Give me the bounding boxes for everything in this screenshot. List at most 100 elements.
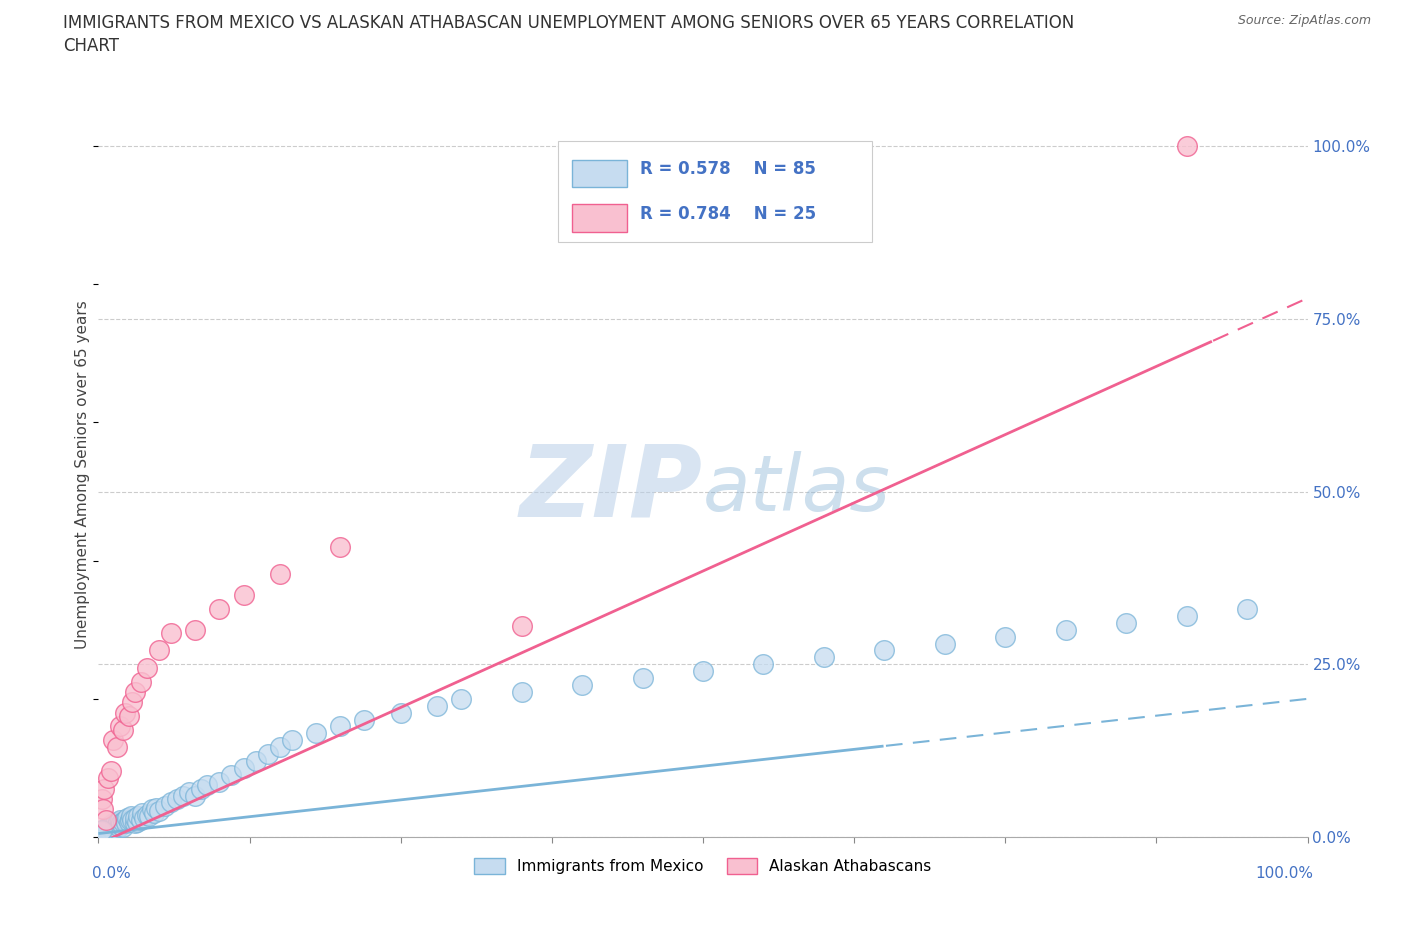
Point [631, 671, 654, 685]
Point [97, 824, 120, 839]
Point [90, 824, 112, 839]
Point [100, 764, 122, 778]
Point [91, 791, 114, 806]
Point [101, 733, 124, 748]
Point [111, 723, 134, 737]
Point [96, 823, 118, 838]
Point [172, 788, 194, 803]
Point [108, 812, 131, 827]
Point [426, 698, 449, 713]
Point [134, 810, 156, 825]
Point [110, 816, 132, 830]
Point [141, 802, 163, 817]
Point [127, 809, 149, 824]
Point [571, 678, 593, 693]
Point [108, 817, 131, 832]
Point [135, 807, 157, 822]
Point [96, 819, 118, 834]
Text: ZIP: ZIP [520, 440, 703, 538]
Point [97, 771, 120, 786]
Point [127, 815, 149, 830]
Point [813, 650, 835, 665]
Point [221, 767, 243, 782]
Point [232, 761, 254, 776]
Text: atlas: atlas [703, 451, 891, 526]
Point [994, 630, 1017, 644]
Text: CHART: CHART [63, 37, 120, 55]
Point [94, 812, 117, 827]
Point [166, 791, 188, 806]
Point [91, 823, 114, 838]
Point [121, 695, 143, 710]
Text: R = 0.784    N = 25: R = 0.784 N = 25 [640, 205, 817, 223]
Point [148, 804, 170, 818]
Point [104, 816, 127, 830]
Point [138, 809, 160, 824]
Point [179, 785, 201, 800]
Text: R = 0.578    N = 85: R = 0.578 N = 85 [640, 160, 815, 178]
Point [98, 819, 121, 834]
Point [108, 719, 131, 734]
Point [93, 823, 115, 838]
Point [510, 684, 533, 699]
Point [120, 809, 142, 824]
Point [145, 801, 167, 816]
Point [1236, 602, 1258, 617]
Point [107, 815, 129, 830]
Point [1175, 608, 1198, 623]
Point [100, 817, 122, 832]
Point [100, 821, 122, 836]
Point [1175, 139, 1198, 153]
Point [329, 539, 352, 554]
Point [450, 691, 472, 706]
Point [91, 826, 114, 841]
Text: 0.0%: 0.0% [93, 866, 131, 881]
Point [93, 781, 115, 796]
Point [1054, 622, 1077, 637]
FancyBboxPatch shape [572, 160, 627, 187]
Point [115, 816, 138, 830]
Point [256, 747, 278, 762]
Point [94, 824, 117, 839]
Point [105, 821, 128, 836]
Legend: Immigrants from Mexico, Alaskan Athabascans: Immigrants from Mexico, Alaskan Athabasc… [468, 852, 938, 880]
Text: IMMIGRANTS FROM MEXICO VS ALASKAN ATHABASCAN UNEMPLOYMENT AMONG SENIORS OVER 65 : IMMIGRANTS FROM MEXICO VS ALASKAN ATHABA… [63, 14, 1074, 32]
Point [97, 821, 120, 836]
Point [190, 781, 212, 796]
Point [131, 805, 153, 820]
Point [160, 626, 183, 641]
Point [114, 812, 136, 827]
Point [510, 618, 533, 633]
Point [1115, 616, 1137, 631]
Point [91, 802, 114, 817]
Point [269, 739, 291, 754]
FancyBboxPatch shape [572, 205, 627, 232]
Point [752, 657, 775, 671]
Point [98, 823, 121, 838]
Point [692, 664, 714, 679]
Point [135, 660, 157, 675]
Point [124, 684, 146, 699]
Point [101, 823, 124, 838]
Point [873, 643, 896, 658]
Point [121, 812, 143, 827]
Point [100, 819, 122, 834]
Point [305, 726, 328, 741]
Point [184, 788, 207, 803]
Point [195, 777, 218, 792]
Point [232, 588, 254, 603]
Point [208, 602, 231, 617]
Point [353, 712, 375, 727]
Point [117, 810, 139, 825]
Point [153, 799, 176, 814]
Point [245, 753, 267, 768]
Y-axis label: Unemployment Among Seniors over 65 years: Unemployment Among Seniors over 65 years [75, 300, 90, 649]
Point [208, 775, 231, 790]
Point [160, 795, 183, 810]
Text: Source: ZipAtlas.com: Source: ZipAtlas.com [1237, 14, 1371, 27]
Point [105, 739, 128, 754]
Point [108, 819, 131, 834]
Text: 100.0%: 100.0% [1256, 866, 1313, 881]
Point [184, 622, 207, 637]
Point [129, 674, 152, 689]
